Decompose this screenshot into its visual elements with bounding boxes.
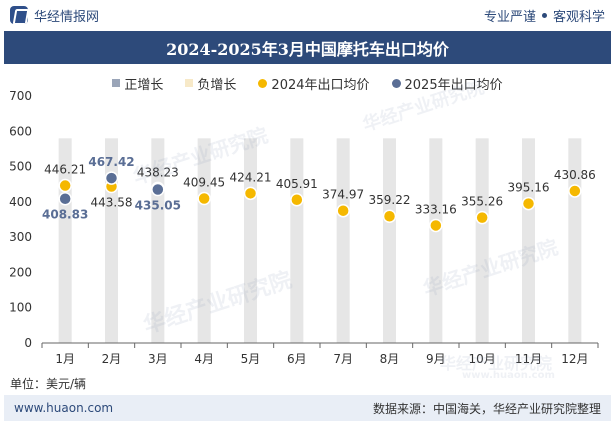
y-tick-label: 100 [9,301,32,315]
data-label-2024: 355.26 [461,195,503,209]
data-label-2024: 430.86 [554,168,596,182]
legend-swatch-pos [112,79,121,87]
x-tick-label: 2月 [102,352,122,366]
tag-left: 专业严谨 [483,9,536,25]
point-2025 [151,182,165,197]
data-label-2024: 443.58 [91,195,133,209]
background-bar [197,138,211,343]
footer-url: www.huaon.com [14,401,114,415]
legend-label-pos: 正增长 [124,77,164,93]
legend-item-2025: 2025年出口均价 [391,74,503,93]
brand-logo-icon [10,6,28,24]
background-bar [290,138,304,343]
legend-item-2024: 2024年出口均价 [258,74,370,93]
x-tick-label: 11月 [515,352,542,366]
legend: 正增长 负增长 2024年出口均价 2025年出口均价 [0,72,615,94]
x-tick-label: 12月 [561,352,588,366]
y-tick-label: 500 [9,160,32,174]
point-2024 [429,218,443,233]
point-2024 [568,184,582,198]
data-label-2024: 395.16 [508,181,550,195]
point-2024 [475,210,489,225]
legend-item-neg: 负增长 [185,74,236,93]
chart-title: 2024-2025年3月中国摩托车出口均价 [166,39,449,59]
x-tick-label: 8月 [380,352,400,366]
x-tick-label: 6月 [287,352,307,366]
data-label-2025: 435.05 [135,198,181,212]
data-label-2025: 467.42 [88,155,134,169]
x-tick-label: 7月 [333,352,353,366]
footer-bar: www.huaon.com 数据来源：中国海关，华经产业研究院整理 [4,395,611,421]
data-label-2024: 424.21 [230,170,272,184]
header-tags: 专业严谨 客观科学 [484,6,605,25]
legend-label-2024: 2024年出口均价 [271,77,370,93]
background-bar [475,138,489,343]
legend-label-neg: 负增长 [197,77,237,93]
x-tick-label: 4月 [194,352,214,366]
legend-label-2025: 2025年出口均价 [404,77,503,93]
chart-title-bar: 2024-2025年3月中国摩托车出口均价 [4,31,611,64]
point-2025 [58,191,72,206]
legend-swatch-neg [185,79,194,87]
y-tick-label: 0 [24,336,32,350]
data-label-2024: 405.91 [276,177,318,191]
header-bar: 华经情报网 专业严谨 客观科学 [0,0,615,30]
y-tick-label: 600 [9,124,32,138]
data-label-2024: 374.97 [322,188,364,202]
point-2024 [382,209,397,223]
data-label-2025: 408.83 [42,208,88,222]
x-tick-label: 1月 [55,352,75,366]
data-label-2024: 359.22 [369,193,411,207]
unit-label: 单位：美元/辆 [10,377,87,391]
background-bar [336,138,350,343]
y-tick-label: 400 [9,195,32,209]
data-label-2024: 409.45 [183,176,225,190]
point-2024 [336,203,350,218]
tag-right: 客观科学 [552,9,605,25]
brand-name: 华经情报网 [34,9,100,25]
legend-swatch-2025 [391,78,401,88]
point-2024 [243,186,258,201]
x-tick-label: 10月 [469,352,496,366]
x-tick-label: 9月 [426,352,446,366]
footer-source: 数据来源：中国海关，华经产业研究院整理 [372,401,601,416]
y-tick-label: 700 [9,89,32,103]
point-2025 [104,171,119,185]
bullet-dot-icon [541,12,547,18]
y-tick-label: 300 [9,230,32,244]
point-2024 [290,193,304,207]
brand: 华经情报网 [10,6,99,25]
data-label-2024: 333.16 [415,202,457,216]
data-label-2024: 446.21 [44,163,86,177]
background-bar [429,138,443,343]
point-2024 [521,196,536,211]
y-tick-label: 200 [9,265,32,279]
legend-swatch-2024 [258,78,268,88]
point-2024 [58,178,72,193]
x-tick-label: 5月 [241,352,261,366]
background-bar [383,138,396,343]
legend-item-pos: 正增长 [112,74,163,93]
background-bar [522,138,535,343]
background-bar [244,138,257,343]
x-tick-label: 3月 [148,352,168,366]
data-label-2024: 438.23 [137,165,179,179]
point-2024 [197,191,211,206]
